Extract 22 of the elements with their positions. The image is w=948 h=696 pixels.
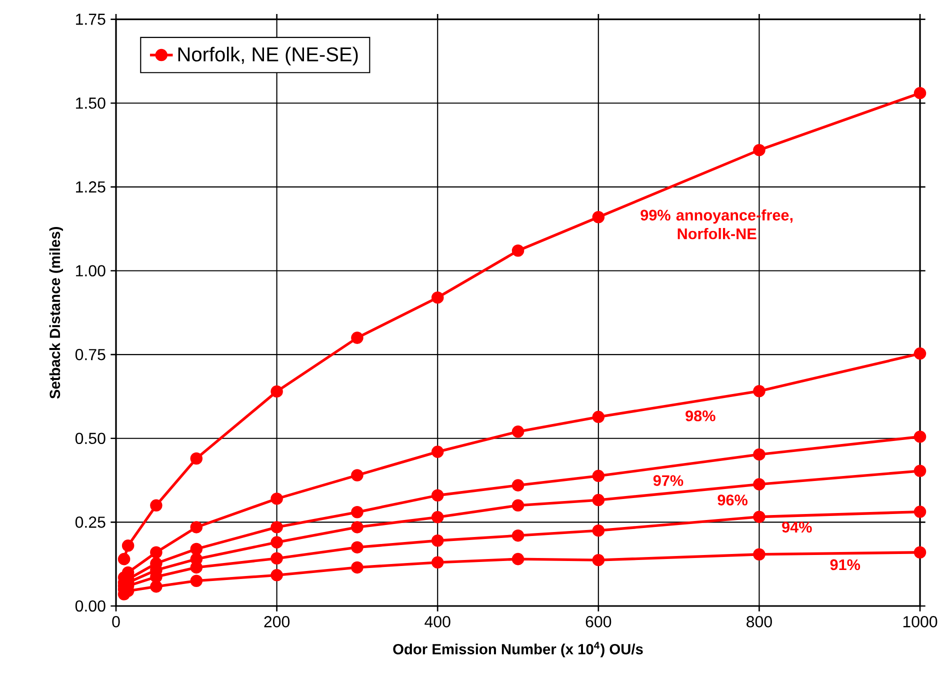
x-tick-label: 200 [264, 616, 290, 628]
x-tick-label: 0 [112, 616, 120, 628]
annotation: 97% [653, 475, 684, 486]
annotation: 96% [718, 494, 748, 506]
legend-label: Norfolk, NE (NE-SE) [178, 46, 358, 66]
annotation: 91% [830, 559, 860, 570]
x-axis-title: Odor Emission Number (x 10$^{4}$) OU/s [393, 642, 643, 658]
y-tick-label: 1.25 [76, 181, 106, 193]
annotation: 94% [782, 522, 812, 533]
y-tick-label: 1.50 [76, 97, 106, 109]
y-tick-label: 0.75 [75, 348, 106, 360]
y-tick-label: 0.50 [75, 432, 106, 444]
annotation: 98% [686, 410, 716, 422]
x-tick-label: 600 [586, 616, 612, 628]
x-tick-label: 1000 [903, 616, 938, 628]
y-axis-title: Setback Distance (miles) [49, 227, 63, 399]
x-tick-label: 800 [746, 616, 772, 628]
y-tick-label: 0.00 [75, 600, 106, 612]
y-tick-label: 1.75 [76, 14, 106, 25]
y-tick-label: 0.25 [75, 516, 106, 528]
y-tick-label: 1.00 [76, 265, 106, 276]
x-tick-label: 400 [424, 616, 450, 628]
